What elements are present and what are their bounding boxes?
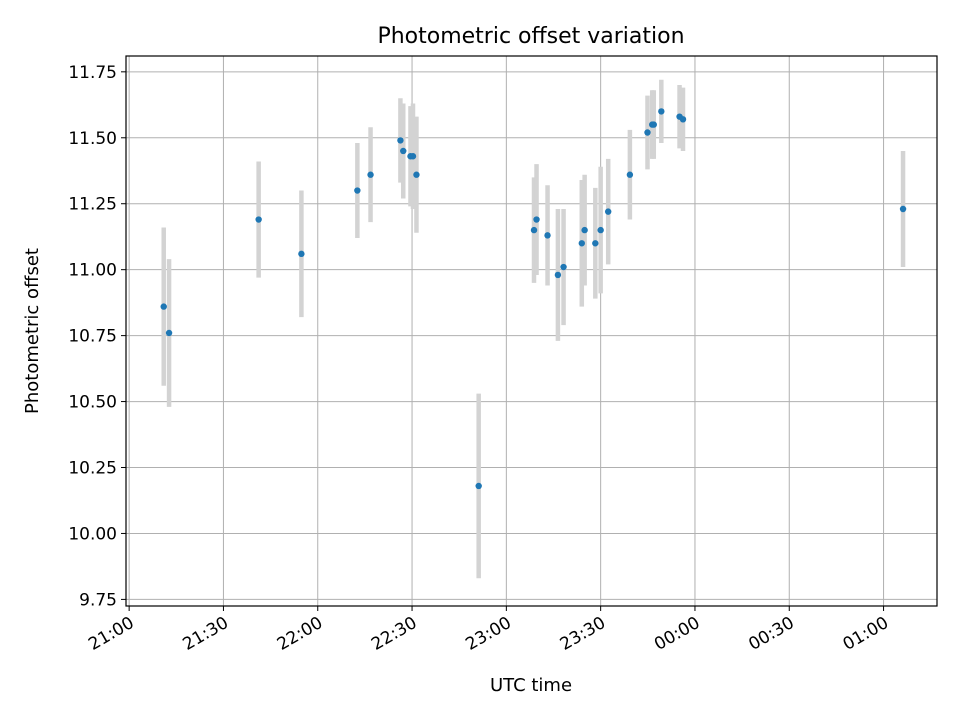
y-tick-label: 10.25 — [68, 459, 117, 479]
y-axis-ticks: 9.75 10.00 10.25 10.50 10.75 11.00 11.25 11.50 1… — [68, 63, 126, 610]
data-point — [626, 171, 634, 178]
y-tick-label: 11.75 — [68, 63, 117, 83]
x-axis-label: UTC time — [490, 675, 572, 696]
data-point — [533, 216, 540, 223]
data-point — [644, 129, 651, 136]
data-point — [544, 232, 551, 239]
y-tick-label: 10.75 — [68, 327, 117, 347]
data-point — [255, 216, 262, 223]
data-point — [658, 108, 665, 115]
data-points — [160, 108, 907, 490]
y-tick-label: 11.00 — [68, 261, 117, 281]
data-point — [409, 153, 417, 160]
data-point — [560, 263, 567, 271]
data-point — [592, 240, 599, 247]
data-point — [397, 137, 404, 144]
data-point — [160, 303, 167, 310]
data-point — [298, 250, 305, 258]
y-tick-label: 11.25 — [68, 195, 117, 215]
y-tick-label: 11.50 — [68, 129, 117, 149]
data-point — [578, 240, 585, 247]
y-tick-label: 10.00 — [68, 524, 117, 544]
data-point — [581, 226, 588, 234]
data-point — [650, 121, 657, 128]
y-tick-label: 10.50 — [68, 393, 117, 413]
data-point — [530, 226, 538, 234]
chart-title: Photometric offset variation — [377, 24, 684, 49]
data-point — [400, 147, 407, 155]
y-axis-label: Photometric offset — [22, 248, 43, 414]
data-point — [597, 226, 604, 234]
data-point — [554, 271, 562, 279]
data-point — [367, 171, 374, 178]
data-point — [899, 205, 907, 213]
data-point — [475, 482, 482, 490]
data-point — [604, 208, 612, 215]
plot-frame — [125, 55, 938, 607]
data-point — [679, 116, 687, 123]
data-point — [165, 329, 173, 337]
grid-lines — [126, 56, 937, 606]
y-tick-label: 9.75 — [79, 590, 117, 610]
data-point — [354, 187, 361, 194]
data-point — [413, 171, 420, 178]
